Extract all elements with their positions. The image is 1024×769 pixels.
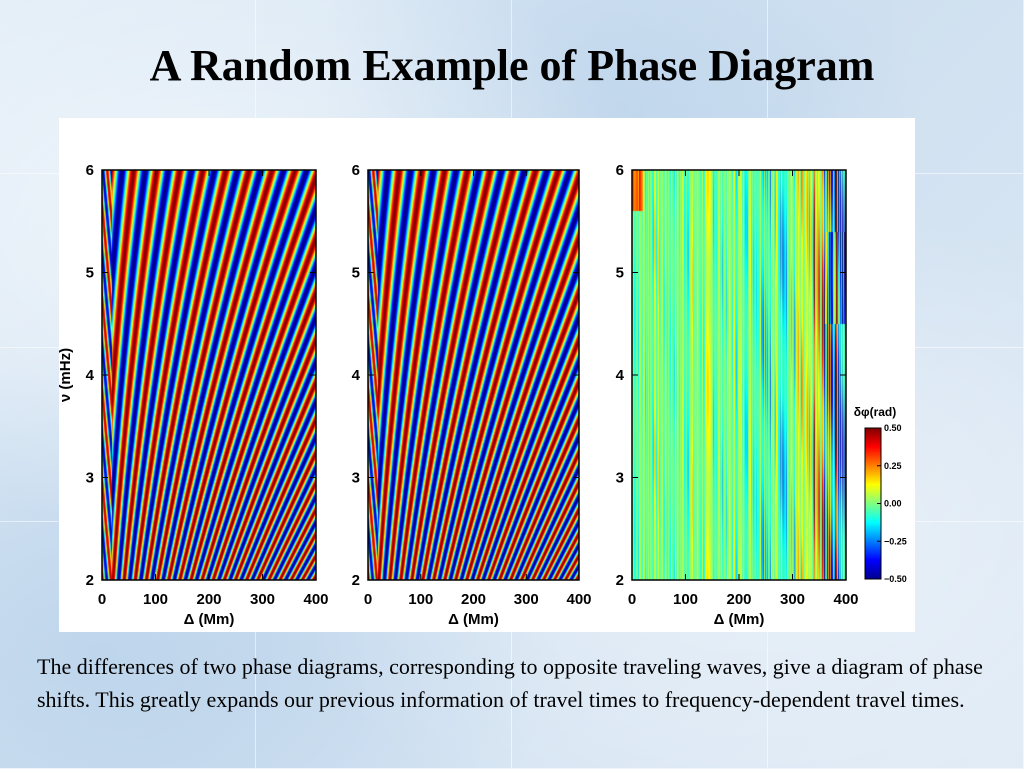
- x-tick-label: 100: [143, 591, 168, 608]
- colorbar-tick-label: −0.50: [884, 574, 907, 584]
- x-tick-label: 0: [98, 591, 106, 608]
- y-tick-label: 3: [616, 470, 624, 487]
- y-tick-label: 6: [616, 162, 624, 179]
- x-tick-label: 400: [833, 591, 858, 608]
- heatmap-image: [632, 170, 846, 580]
- y-axis-label: ν (mHz): [59, 348, 74, 402]
- heatmap-image: [102, 170, 316, 580]
- slide-caption: The differences of two phase diagrams, c…: [37, 654, 983, 712]
- y-tick-label: 5: [86, 265, 94, 282]
- x-tick-label: 200: [726, 591, 751, 608]
- colorbar-tick-label: 0.25: [884, 461, 902, 471]
- colorbar-tick-label: 0.00: [884, 499, 902, 509]
- y-tick-label: 2: [86, 572, 94, 589]
- x-axis-label: Δ (Mm): [714, 611, 765, 628]
- y-tick-label: 5: [352, 265, 360, 282]
- y-tick-label: 5: [616, 265, 624, 282]
- y-tick-label: 2: [352, 572, 360, 589]
- y-tick-label: 4: [86, 367, 95, 384]
- heatmap-image: [368, 170, 579, 580]
- x-tick-label: 100: [408, 591, 433, 608]
- chart-panel-3: 0 100 200 300 400 2 3 4 5 6 Δ (Mm) δφ(rad) 0.50 0.25 0…: [616, 162, 907, 628]
- x-tick-label: 400: [566, 591, 591, 608]
- y-tick-label: 3: [86, 470, 94, 487]
- slide-title: A Random Example of Phase Diagram: [149, 41, 875, 90]
- x-tick-label: 400: [303, 591, 328, 608]
- y-tick-label: 6: [352, 162, 360, 179]
- y-tick-label: 4: [616, 367, 625, 384]
- y-tick-label: 4: [352, 367, 361, 384]
- x-tick-label: 300: [514, 591, 539, 608]
- x-tick-label: 300: [250, 591, 275, 608]
- colorbar-tick-label: −0.25: [884, 536, 907, 546]
- chart-panel-1: 0 100 200 300 400 2 3 4 5 6 Δ (Mm) ν (mHz): [59, 162, 329, 628]
- x-tick-label: 200: [196, 591, 221, 608]
- y-tick-label: 6: [86, 162, 94, 179]
- chart-panel-2: 0 100 200 300 400 2 3 4 5 6 Δ (Mm): [352, 162, 592, 628]
- colorbar-tick-label: 0.50: [884, 423, 902, 433]
- x-axis-label: Δ (Mm): [448, 611, 499, 628]
- colorbar-title: δφ(rad): [854, 405, 897, 419]
- x-tick-label: 200: [461, 591, 486, 608]
- y-tick-label: 3: [352, 470, 360, 487]
- x-tick-label: 0: [364, 591, 372, 608]
- x-tick-label: 100: [673, 591, 698, 608]
- colorbar: δφ(rad) 0.50 0.25 0.00 −0.25 −0.50: [854, 405, 907, 584]
- x-tick-label: 0: [628, 591, 636, 608]
- x-axis-label: Δ (Mm): [184, 611, 235, 628]
- x-tick-label: 300: [780, 591, 805, 608]
- y-tick-label: 2: [616, 572, 624, 589]
